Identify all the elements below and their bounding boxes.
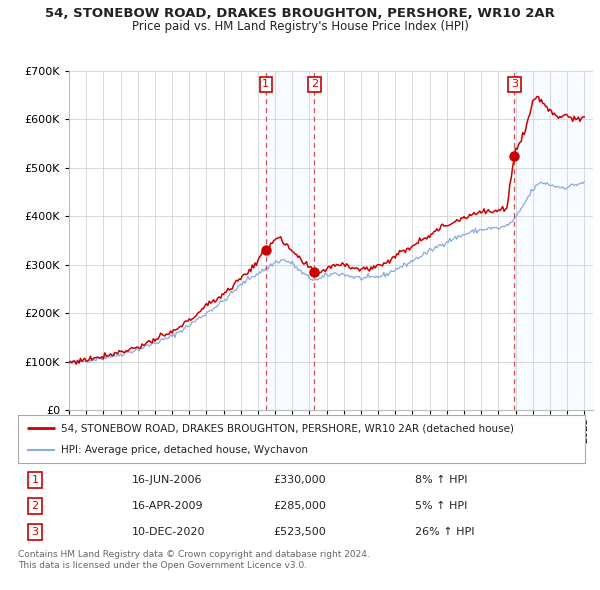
Text: 1: 1: [32, 474, 38, 484]
Bar: [514, 71, 593, 410]
Text: £285,000: £285,000: [273, 501, 326, 511]
Text: Price paid vs. HM Land Registry's House Price Index (HPI): Price paid vs. HM Land Registry's House …: [131, 20, 469, 33]
Text: 3: 3: [511, 79, 518, 89]
Text: £523,500: £523,500: [273, 527, 326, 537]
Text: 2: 2: [311, 79, 318, 89]
Bar: [266, 71, 314, 410]
Text: 10-DEC-2020: 10-DEC-2020: [131, 527, 205, 537]
Text: 26% ↑ HPI: 26% ↑ HPI: [415, 527, 475, 537]
Text: Contains HM Land Registry data © Crown copyright and database right 2024.: Contains HM Land Registry data © Crown c…: [18, 550, 370, 559]
Text: 54, STONEBOW ROAD, DRAKES BROUGHTON, PERSHORE, WR10 2AR (detached house): 54, STONEBOW ROAD, DRAKES BROUGHTON, PER…: [61, 423, 514, 433]
Text: 16-JUN-2006: 16-JUN-2006: [131, 474, 202, 484]
Text: £330,000: £330,000: [273, 474, 326, 484]
Text: 8% ↑ HPI: 8% ↑ HPI: [415, 474, 467, 484]
Text: 54, STONEBOW ROAD, DRAKES BROUGHTON, PERSHORE, WR10 2AR: 54, STONEBOW ROAD, DRAKES BROUGHTON, PER…: [45, 7, 555, 20]
Text: HPI: Average price, detached house, Wychavon: HPI: Average price, detached house, Wych…: [61, 445, 308, 455]
Text: 1: 1: [262, 79, 269, 89]
Text: 2: 2: [31, 501, 38, 511]
Text: 3: 3: [32, 527, 38, 537]
Text: 5% ↑ HPI: 5% ↑ HPI: [415, 501, 467, 511]
Text: This data is licensed under the Open Government Licence v3.0.: This data is licensed under the Open Gov…: [18, 560, 307, 569]
Text: 16-APR-2009: 16-APR-2009: [131, 501, 203, 511]
